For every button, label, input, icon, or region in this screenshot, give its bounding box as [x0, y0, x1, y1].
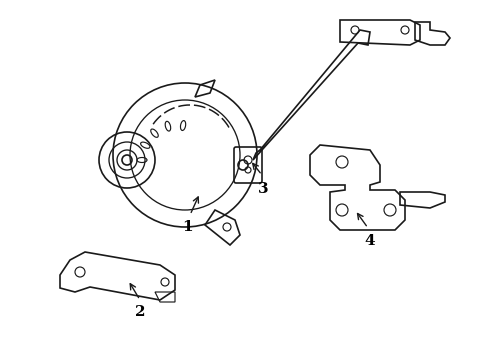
Text: 1: 1	[182, 220, 192, 234]
Text: 3: 3	[258, 182, 269, 196]
Text: 4: 4	[365, 234, 375, 248]
Text: 2: 2	[135, 305, 145, 319]
